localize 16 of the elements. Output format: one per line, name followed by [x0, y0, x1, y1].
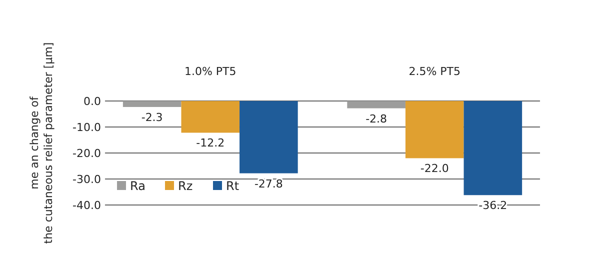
- y-axis-title: me an change of the cutaneous relief parameter [µm]: [28, 42, 55, 244]
- data-label: -2.3: [141, 110, 163, 124]
- legend-label: Rt: [226, 179, 240, 193]
- x-tick-label: 2.5% PT5: [408, 65, 461, 78]
- data-label: -12.2: [196, 136, 225, 150]
- legend-label: Rz: [178, 179, 193, 193]
- data-label: -2.8: [366, 112, 388, 126]
- y-tick-label: -10.0: [72, 121, 101, 134]
- legend-label: Ra: [130, 179, 146, 193]
- data-label: -27.8: [254, 177, 283, 190]
- y-tick-label: -40.0: [72, 199, 101, 212]
- data-label: -22.0: [420, 162, 449, 176]
- y-tick-label: 0.0: [84, 95, 101, 108]
- y-tick-label: -30.0: [72, 173, 101, 186]
- y-tick-label: -20.0: [72, 147, 101, 160]
- x-tick-label: 1.0% PT5: [184, 65, 236, 78]
